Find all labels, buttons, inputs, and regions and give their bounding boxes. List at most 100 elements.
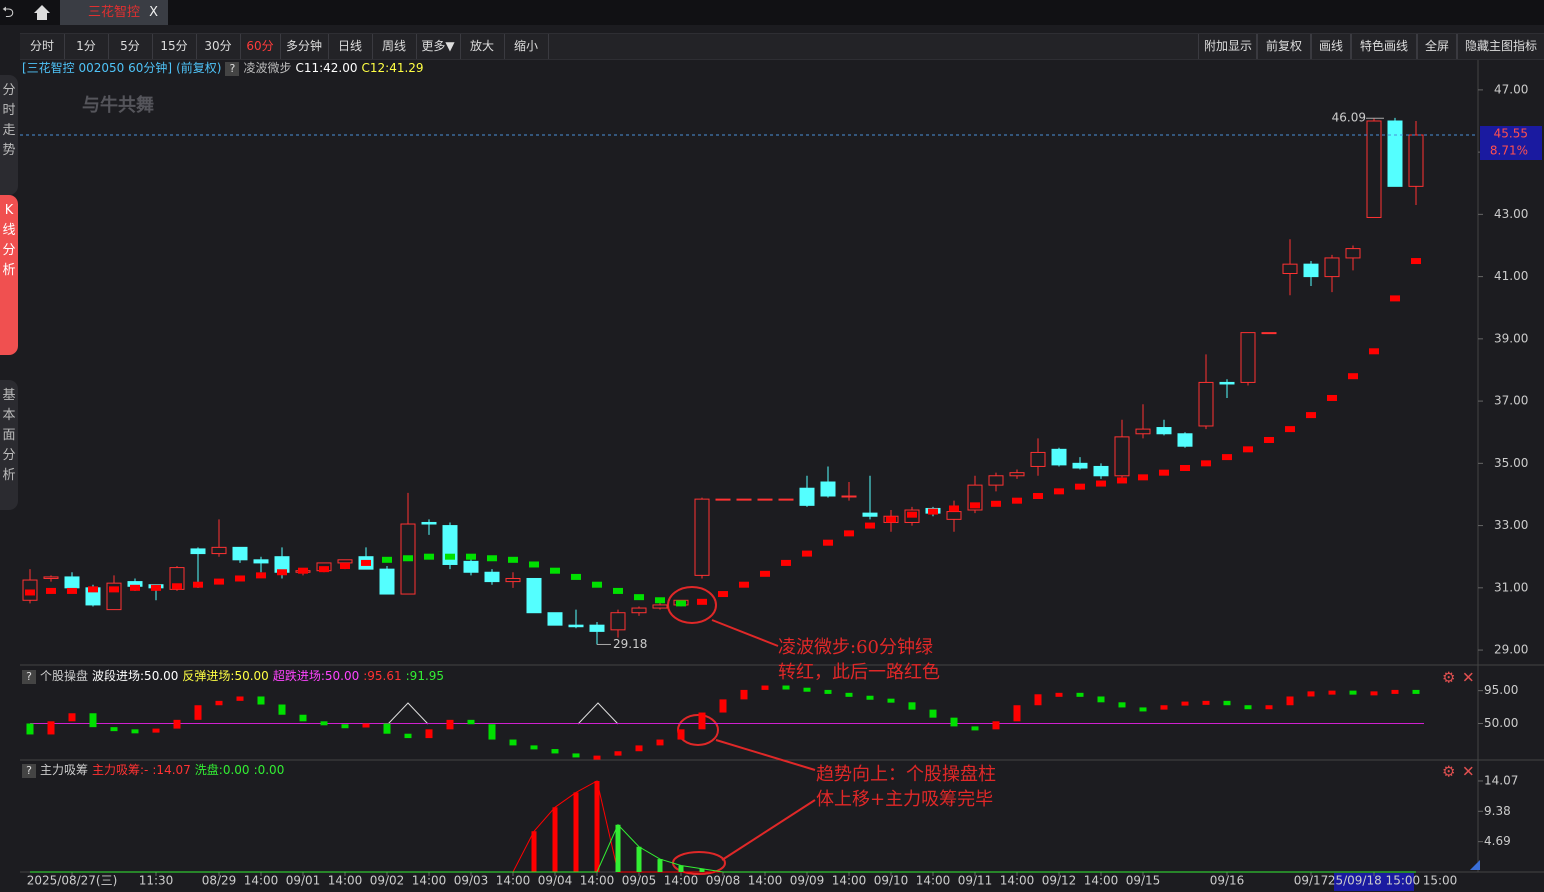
signal-dot — [655, 597, 665, 604]
legend-text: [三花智控 002050 60分钟] — [22, 61, 173, 75]
title-bar: ⮌ 三花智控 X — [0, 0, 1544, 25]
signal-dot — [949, 505, 959, 512]
signal-dot — [1117, 477, 1127, 484]
signal-dot — [235, 575, 245, 582]
tab[interactable]: 三花智控 X — [60, 0, 168, 25]
signal-dot — [760, 570, 770, 577]
signal-dot — [1138, 474, 1148, 481]
signal-dot — [1159, 469, 1169, 476]
legend-text: 洗盘:0.00 — [194, 763, 250, 777]
signal-dot — [991, 500, 1001, 507]
toolbar-button[interactable]: 缩小 — [504, 34, 549, 59]
signal-dot — [361, 559, 371, 566]
toolbar-button[interactable]: 更多▼ — [416, 34, 461, 59]
legend-text: :0.00 — [253, 763, 285, 777]
tab-close[interactable]: X — [149, 5, 158, 20]
sidebar-tab-label: 基本面分析 — [2, 388, 16, 483]
signal-dot — [1180, 465, 1190, 472]
bar — [362, 723, 370, 728]
candle-body — [736, 498, 752, 501]
candle-body — [589, 624, 605, 632]
toolbar-button[interactable]: 放大 — [460, 34, 505, 59]
toolbar-button[interactable]: 周线 — [372, 34, 417, 59]
x-tick-label: 14:00 — [664, 874, 699, 888]
y-tick-label: 9.38 — [1484, 804, 1511, 818]
help-icon[interactable]: ? — [22, 764, 36, 778]
signal-dot — [88, 586, 98, 593]
x-tick-label: 14:00 — [496, 874, 531, 888]
toolbar-button[interactable]: 全屏 — [1416, 34, 1458, 59]
x-tick-label: 2025/08/27(三) — [27, 874, 118, 888]
bar — [699, 868, 705, 872]
toolbar-button[interactable]: 5分 — [108, 34, 153, 59]
toolbar-button[interactable]: 60分 — [240, 34, 281, 59]
signal-dot — [844, 530, 854, 537]
x-tick-label: 09/11 — [958, 874, 993, 888]
legend: ? 主力吸筹 主力吸筹:-:14.07 洗盘:0.00:0.00 — [22, 762, 288, 778]
last-change: 8.71% — [1490, 144, 1528, 158]
toolbar-button[interactable]: 画线 — [1310, 34, 1352, 59]
toolbar-button[interactable]: 隐藏主图指标 — [1456, 34, 1544, 59]
toolbar-button[interactable]: 前复权 — [1256, 34, 1312, 59]
bar — [677, 729, 685, 740]
home-icon[interactable] — [32, 3, 52, 23]
candle-body — [1009, 472, 1025, 477]
bar — [47, 721, 55, 735]
toolbar-button[interactable]: 日线 — [328, 34, 373, 59]
toolbar-button[interactable]: 15分 — [152, 34, 197, 59]
candle-body — [1051, 448, 1067, 466]
candle-body — [1135, 428, 1151, 435]
help-icon[interactable]: ? — [22, 670, 36, 684]
signal-dot — [487, 555, 497, 562]
bar — [992, 721, 1000, 730]
x-tick-label: 09/17 — [1294, 874, 1329, 888]
annotation: 体上移+主力吸筹完毕 — [816, 789, 993, 810]
sidebar-tab-label: 分时走势 — [2, 83, 16, 158]
candle-body — [1177, 433, 1193, 447]
toolbar-button[interactable]: 30分 — [196, 34, 241, 59]
toolbar-button[interactable]: 分时 — [20, 34, 65, 59]
annotation: 趋势向上：个股操盘柱 — [816, 764, 996, 785]
watermark: 与牛共舞 — [82, 94, 154, 116]
candle-body — [43, 576, 59, 579]
candle-body — [421, 521, 437, 525]
sidebar-tab[interactable]: 分时走势 — [0, 75, 18, 195]
toolbar-button[interactable]: 特色画线 — [1350, 34, 1418, 59]
signal-dot — [130, 584, 140, 591]
candle-body — [379, 568, 395, 595]
candle-body — [505, 577, 521, 583]
toolbar-button[interactable]: 多分钟 — [280, 34, 329, 59]
signal-dot — [1012, 497, 1022, 504]
close-icon[interactable]: ✕ — [1462, 669, 1475, 687]
toolbar-button[interactable]: 附加显示 — [1198, 34, 1258, 59]
sidebar-tab[interactable]: 基本面分析 — [0, 380, 18, 510]
x-tick-label: 09/08 — [706, 874, 741, 888]
last-price: 45.55 — [1494, 127, 1528, 141]
help-icon[interactable]: ? — [225, 62, 240, 76]
candle-body — [631, 607, 647, 614]
x-tick-label: 14:00 — [244, 874, 279, 888]
settings-icon[interactable]: ⚙ — [1442, 669, 1455, 687]
candle-body — [337, 559, 353, 564]
signal-dot — [1327, 394, 1337, 401]
bar — [803, 687, 811, 692]
bar — [173, 719, 181, 729]
bar — [1412, 689, 1420, 694]
bar — [531, 831, 537, 872]
tab-title: 三花智控 — [88, 5, 141, 20]
close-icon[interactable]: ✕ — [1462, 763, 1475, 781]
bar — [719, 699, 727, 713]
settings-icon[interactable]: ⚙ — [1442, 763, 1455, 781]
candle-body — [568, 624, 584, 628]
bar — [782, 685, 790, 690]
candle-body — [1072, 462, 1088, 469]
signal-dot — [697, 598, 707, 605]
signal-dot — [571, 573, 581, 580]
sidebar-tab[interactable]: K线分析 — [0, 195, 18, 355]
toolbar-button[interactable]: 1分 — [64, 34, 109, 59]
candle-body — [211, 546, 227, 555]
bar — [215, 700, 223, 706]
back-icon[interactable]: ⮌ — [2, 3, 15, 21]
bar — [1265, 705, 1273, 710]
